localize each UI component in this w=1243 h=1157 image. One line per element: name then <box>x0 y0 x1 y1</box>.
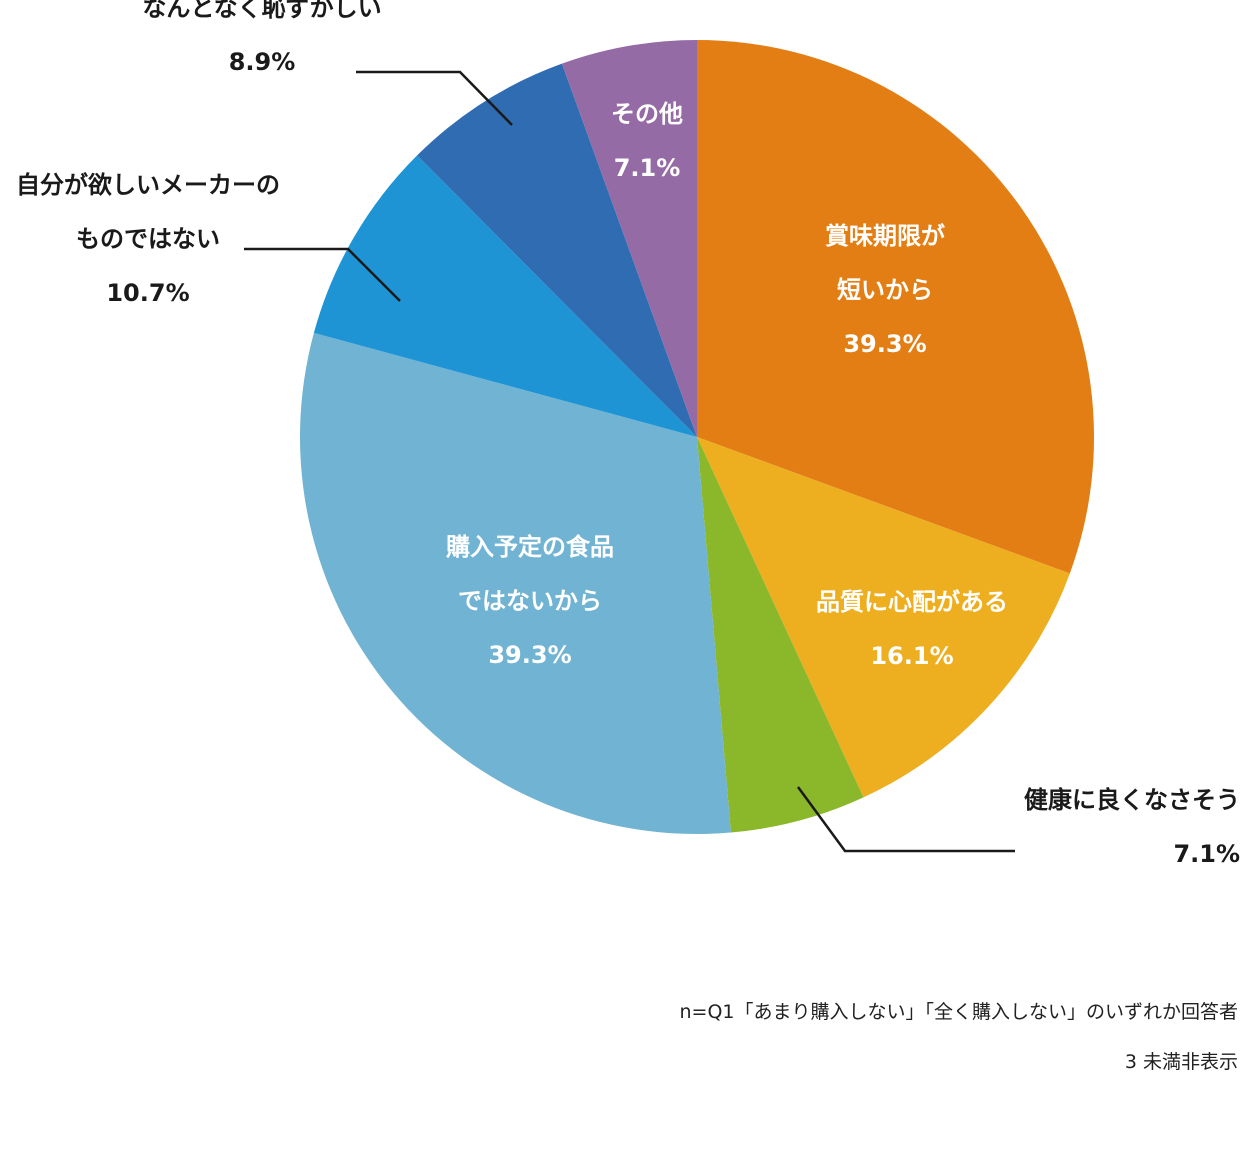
slice-label-1: 賞味期限が短いから 39.3% <box>825 222 945 358</box>
slice-label-line-1: 賞味期限が <box>825 222 945 250</box>
slice-label-line-1: 短いから <box>837 276 933 304</box>
slice-label-line-2: 品質に心配がある <box>816 588 1008 616</box>
slice-label-line-4: ではないから <box>458 587 602 615</box>
slice-label-4: 購入予定の食品ではないから 39.3% <box>446 533 614 669</box>
slice-label-line-7: その他 <box>611 100 683 128</box>
slice-label-2: 品質に心配がある 16.1% <box>816 588 1008 670</box>
pie-slice-1 <box>697 40 1095 574</box>
pie-slice-2 <box>697 437 1070 798</box>
slice-label-7: その他 7.1% <box>611 100 683 182</box>
slice-label-3: 健康に良くなさそう 7.1% <box>1024 786 1240 868</box>
slice-value-5: 10.7% <box>106 279 189 307</box>
slice-label-line-5: 自分が欲しいメーカーの <box>16 171 280 199</box>
slice-label-line-5: ものではない <box>76 225 220 253</box>
slice-value-4: 39.3% <box>488 641 571 669</box>
slice-value-1: 39.3% <box>843 330 926 358</box>
leader-line-6 <box>356 70 513 126</box>
slice-label-6: なんとなく恥ずかしい 8.9% <box>142 0 381 76</box>
slice-labels: 賞味期限が短いから 39.3% 品質に心配がある 16.1% 健康に良くなさそう 7.1%… <box>16 0 1240 868</box>
slice-label-5: 自分が欲しいメーカーのものではない 10.7% <box>16 171 280 307</box>
leader-lines <box>244 70 1015 853</box>
pie-slice-4 <box>300 332 731 835</box>
slice-value-2: 16.1% <box>870 642 953 670</box>
sample-note: n=Q1「あまり購入しない」「全く購入しない」のいずれか回答者 <box>679 1001 1238 1023</box>
pie-slice-5 <box>313 155 697 438</box>
pie-slice-7 <box>561 40 697 437</box>
slice-label-line-3: 健康に良くなさそう <box>1024 786 1240 814</box>
pie-slices <box>300 40 1095 835</box>
slice-value-3: 7.1% <box>1173 840 1240 868</box>
leader-line-5 <box>244 247 401 302</box>
slice-label-line-4: 購入予定の食品 <box>446 533 614 561</box>
slice-value-7: 7.1% <box>614 154 681 182</box>
pie-slice-3 <box>697 437 864 833</box>
leader-line-3 <box>796 786 1015 853</box>
slice-value-6: 8.9% <box>229 48 296 76</box>
slice-label-line-6: なんとなく恥ずかしい <box>142 0 381 22</box>
footnote: 3 未満非表示 <box>1125 1051 1238 1073</box>
pie-slice-6 <box>417 63 697 438</box>
